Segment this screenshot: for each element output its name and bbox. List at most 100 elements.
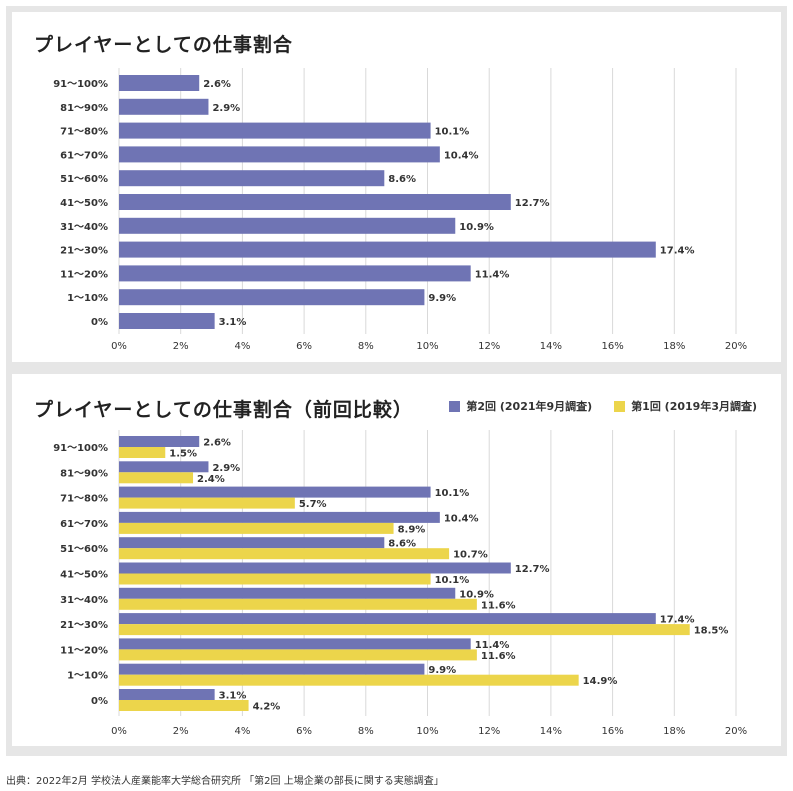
x-tick-label: 0% xyxy=(111,341,127,352)
bar-round1 xyxy=(119,674,579,686)
x-tick-label: 16% xyxy=(601,341,623,352)
data-label: 5.7% xyxy=(299,499,327,510)
chart-title: プレイヤーとしての仕事割合 xyxy=(34,34,293,56)
bar-round2 xyxy=(119,75,200,91)
data-label: 10.9% xyxy=(459,589,494,600)
data-label: 10.1% xyxy=(435,488,470,499)
bar-round2 xyxy=(119,486,431,498)
category-label: 81〜90% xyxy=(60,103,108,114)
data-label: 9.9% xyxy=(428,293,456,304)
category-label: 51〜60% xyxy=(60,174,108,185)
legend-item-round2: 第2回 (2021年9月調査) xyxy=(449,398,592,414)
bar-round2 xyxy=(119,122,431,139)
bar-round1 xyxy=(119,624,690,636)
bar-round2 xyxy=(119,241,656,258)
data-label: 1.5% xyxy=(169,449,197,460)
bar-round2 xyxy=(119,170,385,187)
legend-label: 第2回 (2021年9月調査) xyxy=(466,400,593,413)
category-label: 1〜10% xyxy=(67,293,108,304)
x-tick-label: 10% xyxy=(416,341,438,352)
data-label: 9.9% xyxy=(428,665,456,676)
data-label: 8.6% xyxy=(388,174,416,185)
source-note: 出典：2022年2月 学校法人産業能率大学総合研究所 「第2回 上場企業の部長に… xyxy=(6,776,444,787)
bar-round1 xyxy=(119,649,477,661)
legend-item-round1: 第1回 (2019年3月調査) xyxy=(614,398,757,414)
x-tick-label: 6% xyxy=(296,726,312,737)
data-label: 8.6% xyxy=(388,539,416,550)
x-tick-label: 12% xyxy=(478,726,500,737)
category-label: 41〜50% xyxy=(60,198,108,209)
x-tick-label: 4% xyxy=(234,726,250,737)
category-label: 11〜20% xyxy=(60,645,108,656)
data-label: 10.7% xyxy=(453,550,488,561)
data-label: 10.1% xyxy=(435,575,470,586)
x-tick-label: 18% xyxy=(663,726,685,737)
category-label: 11〜20% xyxy=(60,269,108,280)
bar-round2 xyxy=(119,537,385,549)
legend-swatch xyxy=(614,400,626,412)
data-label: 17.4% xyxy=(660,246,695,257)
bar-round2 xyxy=(119,511,440,523)
bar-chart-current: 0% 2% 4% 6% 8% 10% 12% 14% 16% 18% 20% 91〜100% 2.6% 8… xyxy=(53,68,747,352)
data-label: 3.1% xyxy=(219,691,247,702)
bar-round1 xyxy=(119,548,450,560)
bar-round1 xyxy=(119,472,194,484)
bar-round2 xyxy=(119,217,456,234)
x-tick-label: 14% xyxy=(540,726,562,737)
chart-legend: 第2回 (2021年9月調査) 第1回 (2019年3月調査) xyxy=(449,398,757,414)
category-label: 61〜70% xyxy=(60,519,108,530)
bar-round2 xyxy=(119,587,456,599)
category-label: 51〜60% xyxy=(60,544,108,555)
category-label: 31〜40% xyxy=(60,595,108,606)
x-tick-label: 12% xyxy=(478,341,500,352)
bar-round2 xyxy=(119,265,471,282)
bar-round2 xyxy=(119,194,511,210)
category-label: 1〜10% xyxy=(67,671,108,682)
data-label: 10.1% xyxy=(435,127,470,138)
category-label: 71〜80% xyxy=(60,127,108,138)
bar-round1 xyxy=(119,573,431,585)
bar-round2 xyxy=(119,461,209,473)
x-tick-label: 14% xyxy=(540,341,562,352)
data-label: 11.6% xyxy=(481,600,516,611)
bar-round2 xyxy=(119,638,471,650)
category-label: 81〜90% xyxy=(60,468,108,479)
data-label: 2.9% xyxy=(212,103,240,114)
bar-round2 xyxy=(119,289,425,306)
chart-panel-comparison: プレイヤーとしての仕事割合（前回比較） 第2回 (2021年9月調査) 第1回 … xyxy=(12,374,781,746)
x-tick-label: 18% xyxy=(663,341,685,352)
x-tick-label: 16% xyxy=(601,726,623,737)
bar-round1 xyxy=(119,522,394,534)
data-label: 10.4% xyxy=(444,150,479,161)
bar-round1 xyxy=(119,447,166,458)
chart-panel-current: プレイヤーとしての仕事割合 0% 2% 4% 6% 8% 10% 12% 14% 16% 18% 2… xyxy=(12,12,781,362)
bar-round1 xyxy=(119,497,295,509)
data-label: 2.6% xyxy=(203,79,231,90)
x-tick-label: 2% xyxy=(173,341,189,352)
data-label: 17.4% xyxy=(660,615,695,626)
bar-round2 xyxy=(119,436,200,447)
x-tick-label: 8% xyxy=(358,726,374,737)
data-label: 2.6% xyxy=(203,438,231,449)
category-label: 31〜40% xyxy=(60,222,108,233)
bar-round2 xyxy=(119,562,511,574)
x-tick-label: 4% xyxy=(234,341,250,352)
bar-round2 xyxy=(119,313,215,329)
bar-round2 xyxy=(119,613,656,625)
data-label: 14.9% xyxy=(583,676,618,687)
legend-label: 第1回 (2019年3月調査) xyxy=(631,400,757,413)
category-label: 91〜100% xyxy=(53,443,108,454)
data-label: 2.4% xyxy=(197,474,225,485)
x-tick-label: 8% xyxy=(358,341,374,352)
bar-chart-comparison: 0% 2% 4% 6% 8% 10% 12% 14% 16% 18% 20% 91〜100% 2.6% 1… xyxy=(53,430,747,737)
x-tick-label: 20% xyxy=(725,726,747,737)
category-label: 41〜50% xyxy=(60,570,108,581)
category-label: 0% xyxy=(91,317,108,328)
data-label: 12.7% xyxy=(515,564,550,575)
data-label: 18.5% xyxy=(694,626,729,637)
data-label: 10.4% xyxy=(444,513,479,524)
data-label: 11.4% xyxy=(475,269,510,280)
x-tick-label: 10% xyxy=(416,726,438,737)
bar-round2 xyxy=(119,663,425,675)
data-label: 12.7% xyxy=(515,198,550,209)
